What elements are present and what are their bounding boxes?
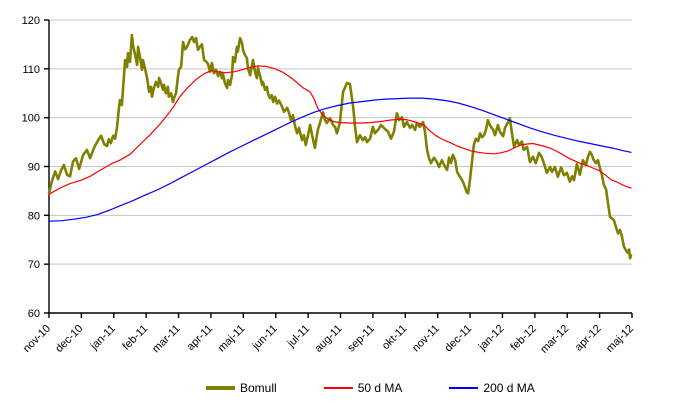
series-line-50-d-ma [48,65,632,195]
y-tick-label: 90 [28,162,40,174]
legend-item-bomull[interactable]: Bomull [206,381,277,395]
legend-item-200d-ma[interactable]: 200 d MA [449,381,535,395]
x-tick-label: feb-11 [120,323,150,353]
series-line-bomull [47,33,633,260]
legend-label-200d-ma: 200 d MA [483,381,535,395]
x-tick-label: jan-11 [88,323,118,353]
x-tick-label: feb-12 [508,323,539,354]
chart-legend: Bomull 50 d MA 200 d MA [206,381,535,395]
x-tick-label: dec-11 [442,323,474,355]
x-tick-label: nov-11 [410,323,442,355]
legend-item-50d-ma[interactable]: 50 d MA [323,381,403,395]
x-tick-label: mar-11 [150,323,183,356]
x-tick-label: jun-11 [250,323,280,353]
x-tick-label: okt-11 [380,323,410,353]
x-tick-label: maj-11 [216,323,248,355]
legend-swatch-bomull [206,386,235,390]
legend-swatch-50d-ma [323,387,353,389]
x-tick-label: jan-12 [476,323,507,354]
y-tick-label: 70 [28,259,40,271]
x-tick-label: aug-11 [312,323,344,355]
series-line-200-d-ma [48,97,632,222]
x-tick-label: dec-10 [53,323,85,355]
legend-swatch-200d-ma [449,387,479,389]
x-tick-label: mar-12 [538,323,571,356]
legend-label-bomull: Bomull [240,381,277,395]
y-tick-label: 60 [28,308,40,320]
y-tick-label: 120 [22,15,40,27]
y-tick-label: 100 [22,113,40,125]
x-tick-label: apr-12 [573,323,604,354]
x-tick-label: jul-11 [285,323,313,351]
x-tick-label: sep-11 [345,323,377,355]
y-tick-label: 110 [22,64,40,76]
legend-label-50d-ma: 50 d MA [357,381,403,395]
x-tick-label: maj-12 [604,323,636,355]
x-tick-label: apr-11 [185,323,215,353]
x-tick-label: nov-10 [21,323,53,355]
y-tick-label: 80 [28,210,40,222]
